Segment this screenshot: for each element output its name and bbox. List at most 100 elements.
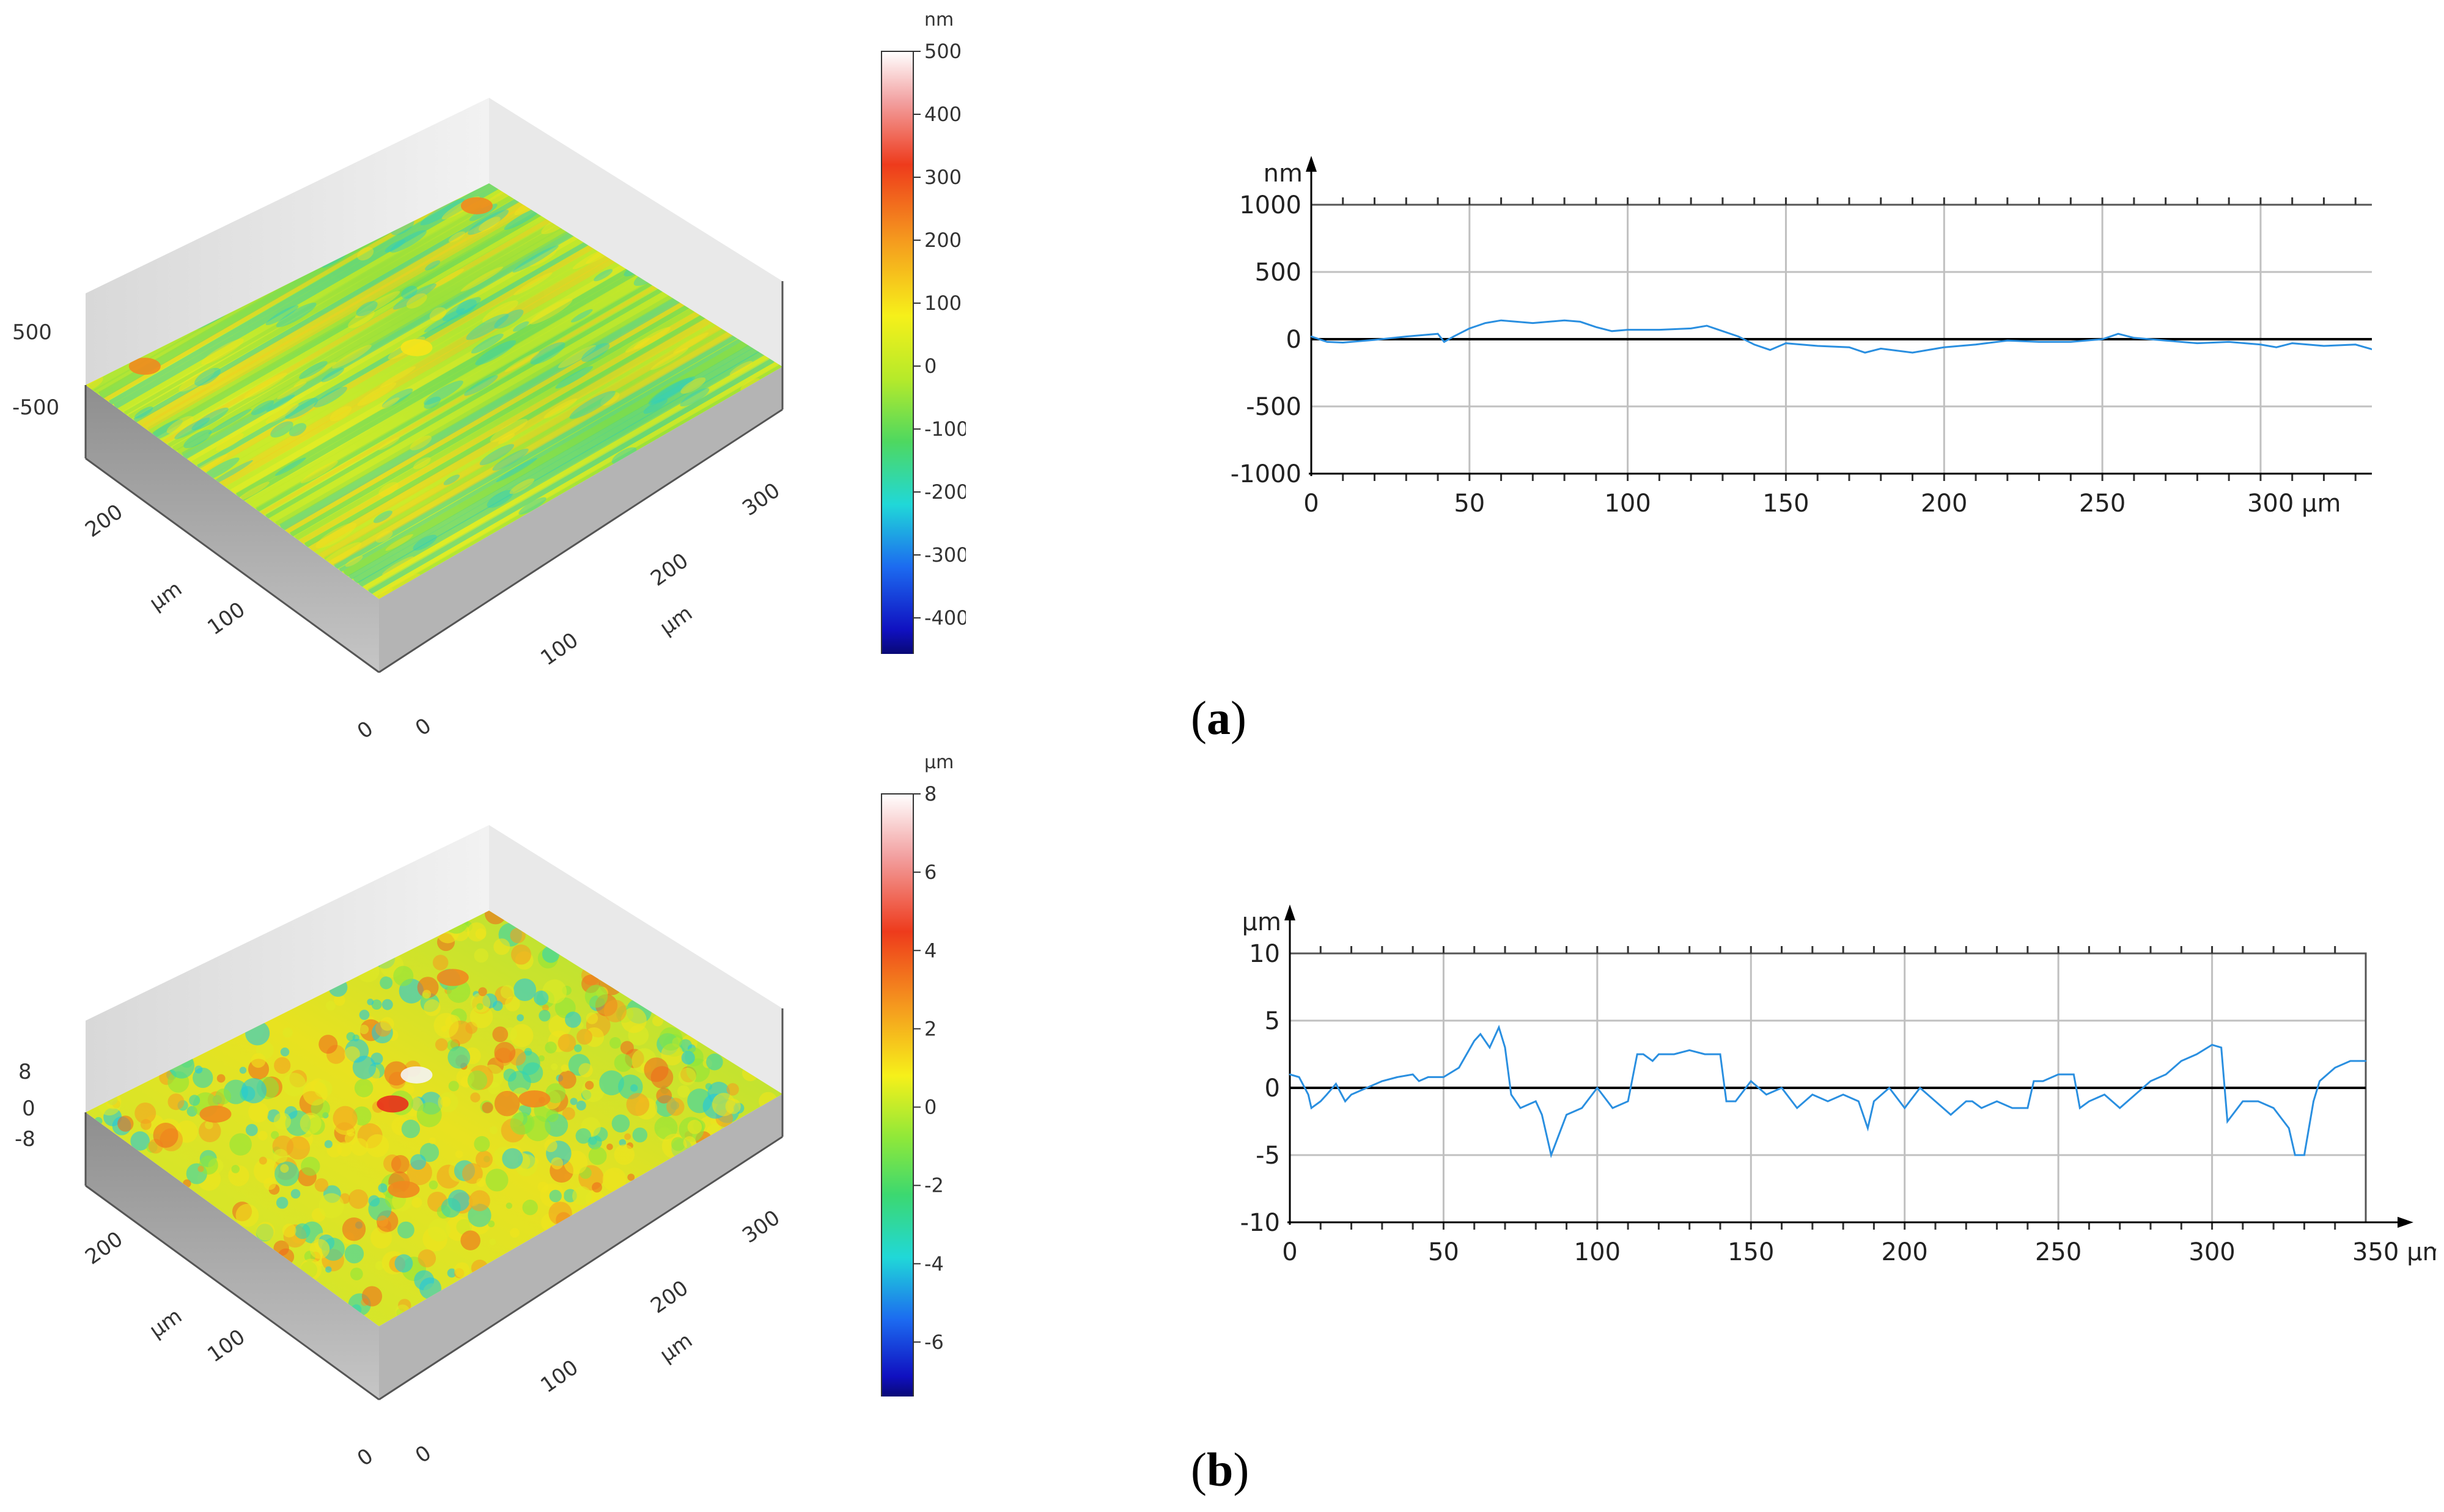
profile-data-point <box>1510 1093 1512 1096</box>
surface-grain <box>576 1100 586 1110</box>
surface-ridge <box>181 221 589 460</box>
surface-ridge <box>323 325 731 563</box>
colorbar-tick-label: 400 <box>924 103 962 126</box>
surface-patch <box>179 369 215 392</box>
colorbar-gradient <box>881 51 914 654</box>
surface-grain <box>167 1093 185 1110</box>
profile-data-point <box>2196 342 2198 344</box>
surface-patch <box>300 461 338 483</box>
profile-data-point <box>1498 1026 1500 1029</box>
colorbar-tick-label: -4 <box>924 1252 944 1275</box>
profile-data-point <box>1919 1087 1921 1089</box>
profile-data-point <box>1781 1087 1783 1089</box>
profile-data-point <box>1934 1100 1937 1103</box>
profile-data-point <box>2220 1046 2222 1049</box>
surface-patch <box>385 534 413 551</box>
surface-patch <box>504 351 540 372</box>
y-tick: 200 <box>81 1227 127 1269</box>
x-axis-label: µm <box>655 1328 697 1367</box>
y-axis-label: µm <box>145 576 186 615</box>
profile-data-point <box>1706 325 1708 327</box>
surface-hotspot <box>388 1181 420 1198</box>
profile-data-point <box>2272 1107 2275 1109</box>
profile-data-point <box>1418 1080 1420 1082</box>
surface-grain <box>404 1084 414 1095</box>
profile-data-point <box>1904 1107 1905 1109</box>
profile-data-point <box>1311 1107 1312 1109</box>
profile-data-point <box>1427 1076 1429 1078</box>
surface-patch <box>420 199 465 226</box>
surface-grain <box>677 1085 690 1098</box>
colorbar-tick-label: 6 <box>924 861 937 884</box>
profile-data-point <box>1374 339 1375 341</box>
surface-grain <box>282 1223 296 1238</box>
profile-data-point <box>1858 1100 1860 1103</box>
surface-patch <box>600 392 620 406</box>
surface-grain <box>592 1182 602 1193</box>
profile-data-point <box>2134 1093 2137 1096</box>
surface-grain <box>371 999 382 1010</box>
colorbar-tick-label: -2 <box>924 1174 944 1197</box>
profile-data-point <box>1458 1066 1460 1069</box>
profile-data-point <box>2303 1154 2305 1156</box>
surface-grain <box>510 1024 534 1048</box>
surface-grain <box>565 1011 581 1028</box>
surface-patch <box>581 343 610 362</box>
profile-data-point <box>2104 1093 2105 1096</box>
surface-ridge <box>109 183 515 405</box>
surface-grain <box>290 1189 301 1199</box>
profile-data-point <box>1504 1046 1506 1049</box>
profile-data-point <box>2319 1080 2321 1082</box>
surface-patch <box>355 291 400 318</box>
surface-grain <box>350 1268 363 1280</box>
surface-grain <box>380 976 393 989</box>
y-tick-label: 1000 <box>1239 191 1301 219</box>
y-unit-label: nm <box>1264 160 1303 188</box>
surface-grain <box>370 1227 392 1249</box>
surface-grain <box>574 1044 582 1052</box>
surface-patch <box>237 482 270 502</box>
surface-patch <box>406 293 427 309</box>
surface-grain <box>500 985 515 999</box>
surface-patch <box>191 407 229 431</box>
surface-patch <box>496 458 538 482</box>
profile-data-point <box>1721 330 1724 332</box>
surface-patch <box>643 398 668 414</box>
back-wall-left <box>86 98 489 385</box>
surface-ridge <box>367 356 775 595</box>
y-tick: 100 <box>203 1324 249 1367</box>
surface-plot-b: 8 0 -8 200 100 0 µm 0 100 200 300 µm <box>15 825 784 1471</box>
x-tick-label: 150 <box>1762 490 1809 518</box>
surface-grain <box>440 1096 451 1107</box>
profile-data-point <box>2101 338 2104 340</box>
profile-data-point <box>1320 1100 1322 1103</box>
surface-ridge <box>240 265 647 502</box>
surface-patch <box>332 345 372 369</box>
surface-grain <box>416 1102 442 1128</box>
surface-patch <box>442 297 481 321</box>
surface-grain <box>354 1078 374 1098</box>
surface-ridge <box>246 268 652 505</box>
surface-grain <box>539 1010 551 1022</box>
surface-patch <box>265 403 299 424</box>
profile-data-point <box>1452 336 1455 337</box>
surface-patch <box>456 299 477 315</box>
profile-data-point <box>1326 341 1328 343</box>
surface-grain <box>469 1190 490 1211</box>
surface-patch <box>381 388 413 408</box>
surface-grain <box>333 1106 358 1131</box>
profile-data-point <box>1326 1093 1328 1096</box>
surface-grain <box>561 1064 569 1072</box>
profile-data-point <box>1765 1093 1767 1096</box>
profile-data-point <box>2119 1107 2121 1109</box>
surface-grain <box>544 1139 558 1153</box>
profile-data-point <box>1734 1100 1737 1103</box>
surface-grain <box>470 1092 480 1103</box>
surface-ridge <box>128 183 534 419</box>
surface-patch <box>518 497 547 515</box>
surface-patch <box>375 530 393 543</box>
surface-patch <box>134 406 153 419</box>
surface-grain <box>216 1074 226 1083</box>
